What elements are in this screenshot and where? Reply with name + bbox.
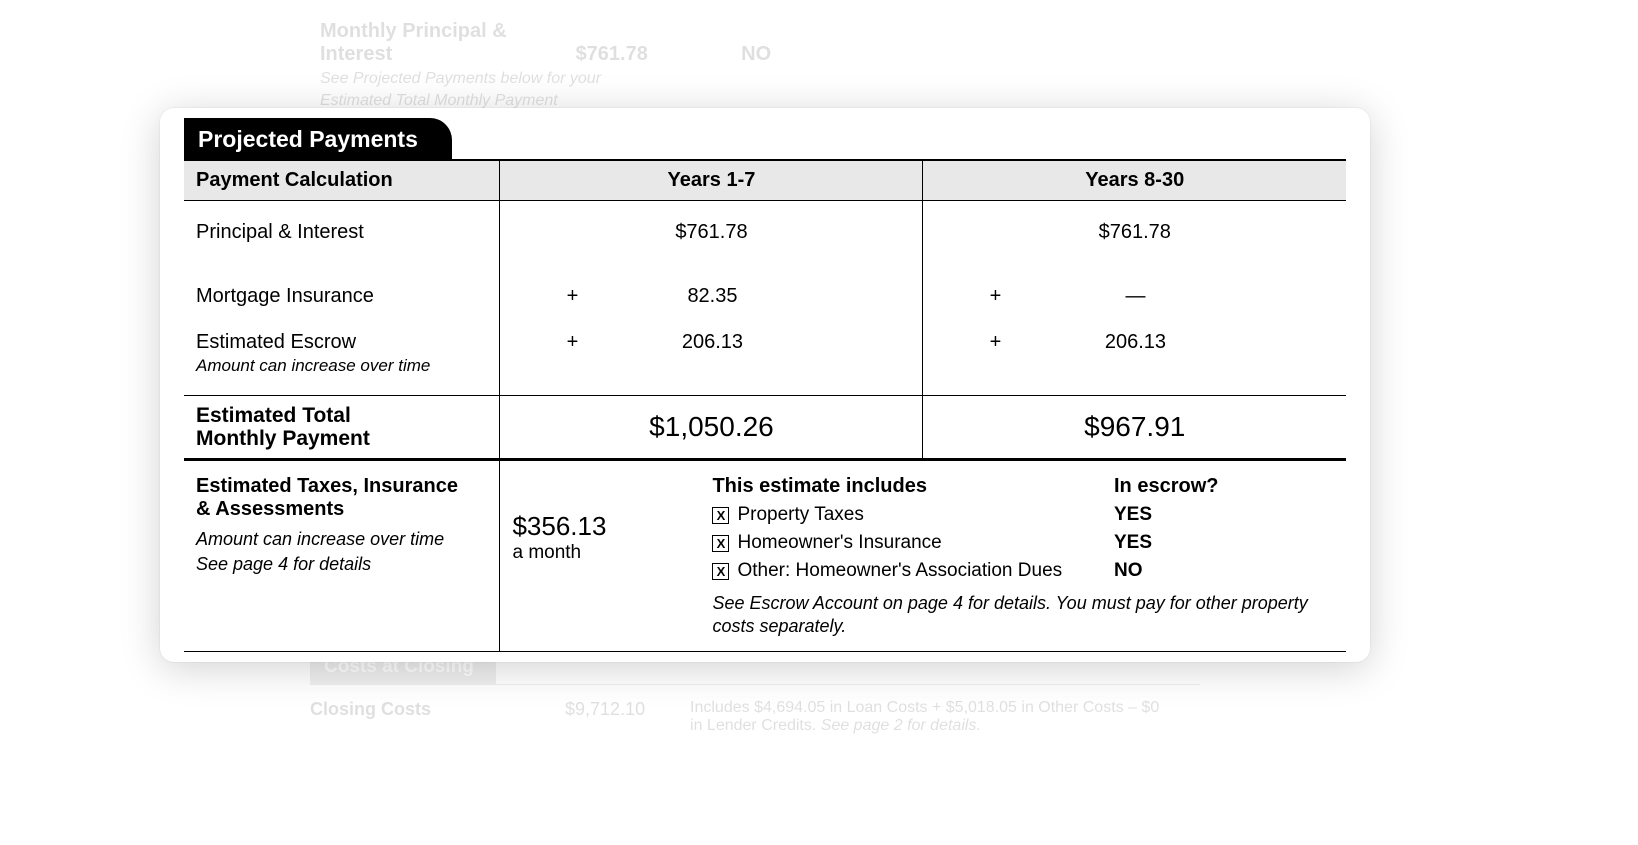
includes-item-label: Homeowner's Insurance [737,532,941,554]
projected-payments-card: Projected Payments Payment Calculation Y… [160,108,1370,662]
includes-item-label: Property Taxes [737,504,863,526]
total-label-l1: Estimated Total [196,404,351,427]
row-esc-y2: 206.13 [1055,331,1215,354]
includes-footnote: See Escrow Account on page 4 for details… [712,592,1332,637]
bg-top-label: Monthly Principal & Interest [320,20,570,66]
bg-top-change: NO [741,43,821,66]
eta-title-l2: & Assessments [196,498,344,520]
row-mi-y1: 82.35 [632,285,792,308]
table-body-row: Principal & Interest Mortgage Insurance … [184,201,1346,396]
eta-amount: $356.13 [512,511,702,542]
row-esc-note: Amount can increase over time [196,356,430,375]
includes-item: X Homeowner's Insurance [712,532,1068,554]
plus-icon: + [935,285,1055,308]
eta-note2: See page 4 for details [196,554,487,575]
bg-bottom-label: Closing Costs [310,699,560,720]
bg-bottom-desc2a: in Lender Credits. [690,717,821,734]
bg-top-value: $761.78 [576,43,736,66]
bg-bottom-desc: Includes $4,694.05 in Loan Costs + $5,01… [690,699,1170,735]
row-mi-y2: — [1055,285,1215,308]
row-pi-label: Principal & Interest [196,221,364,244]
header-col0: Payment Calculation [184,160,500,201]
bg-bottom-desc2b: See page 2 for details. [821,717,981,734]
checkbox-icon: X [712,535,729,552]
bg-top-note1: See Projected Payments below for your [320,70,1220,88]
row-pi-y2: $761.78 [1055,221,1215,244]
header-col1: Years 1-7 [500,160,923,201]
bg-bottom-desc1: Includes $4,694.05 in Loan Costs + $5,01… [690,699,1159,716]
plus-icon: + [935,331,1055,354]
checkbox-icon: X [712,507,729,524]
assessments-row: Estimated Taxes, Insurance & Assessments… [184,460,1346,652]
plus-icon: + [512,331,632,354]
includes-item: X Property Taxes [712,504,1068,526]
payment-calculation-table: Payment Calculation Years 1-7 Years 8-30… [184,159,1346,652]
eta-unit: a month [512,542,702,564]
table-header-row: Payment Calculation Years 1-7 Years 8-30 [184,160,1346,201]
total-y2: $967.91 [923,396,1346,460]
row-pi-y1: $761.78 [631,221,791,244]
row-esc-label: Estimated Escrow [196,331,356,353]
row-mi-label: Mortgage Insurance [196,285,374,308]
plus-icon: + [512,285,632,308]
checkbox-icon: X [712,563,729,580]
includes-heading: This estimate includes [712,475,1068,498]
eta-note1: Amount can increase over time [196,529,487,550]
escrow-value: YES [1114,532,1334,554]
eta-title-l1: Estimated Taxes, Insurance [196,475,458,497]
escrow-heading: In escrow? [1114,475,1334,498]
row-esc-y1: 206.13 [632,331,792,354]
includes-item-label: Other: Homeowner's Association Dues [737,560,1062,582]
section-tab: Projected Payments [184,118,452,159]
includes-item: X Other: Homeowner's Association Dues [712,560,1068,582]
escrow-value: NO [1114,560,1334,582]
escrow-value: YES [1114,504,1334,526]
header-col2: Years 8-30 [923,160,1346,201]
total-label-l2: Monthly Payment [196,427,370,450]
total-row: Estimated Total Monthly Payment $1,050.2… [184,396,1346,460]
total-y1: $1,050.26 [500,396,923,460]
bg-bottom-amount: $9,712.10 [565,699,685,720]
